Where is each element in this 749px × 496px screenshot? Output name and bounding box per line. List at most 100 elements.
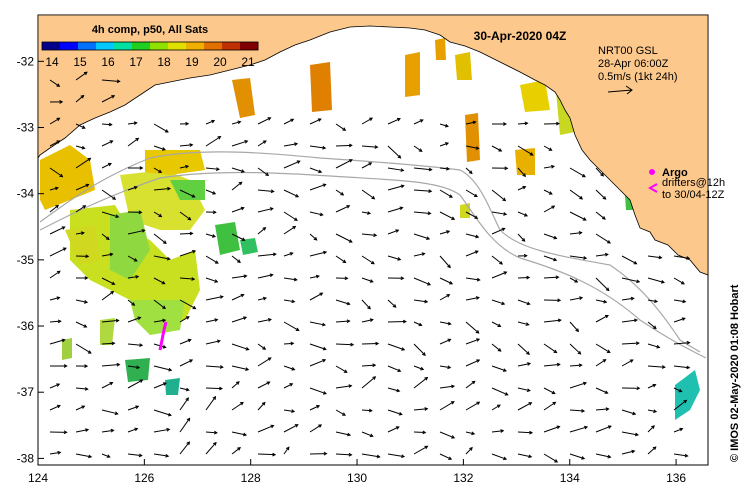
current-vector-head [605,407,610,411]
current-vector-head [185,387,190,392]
current-vector [543,145,552,151]
current-vector [75,232,84,235]
contour-2000m [39,171,707,359]
current-vector-head [496,404,501,408]
current-vector-head [578,363,583,368]
current-vector [231,381,240,389]
current-vector-head [215,167,220,171]
x-tick-label: 128 [241,471,261,485]
current-vector [465,431,475,435]
current-vector-head [448,456,453,460]
current-vector-head [348,159,353,163]
current-vector-head [678,388,683,393]
current-vector-head [448,194,453,198]
current-vector-head [241,237,246,241]
current-vector-head [651,425,655,429]
current-vector [257,381,270,389]
drifter-marker-icon [647,183,658,193]
current-vector-head [272,252,277,257]
current-vector [361,319,373,323]
current-vector-head [240,206,245,211]
current-vector-head [527,362,532,366]
current-vector-head [135,405,140,409]
current-vector [335,385,352,389]
current-vector-head [557,318,562,323]
current-vector-head [636,279,641,284]
current-vector [569,189,583,200]
argo-legend: Argo drifters@12h to 30/04-12Z [647,167,725,201]
current-vector-head [319,212,324,217]
current-vector-head [686,365,691,370]
current-vector-head [581,408,586,413]
current-vector-head [686,340,691,345]
current-vector [569,232,582,235]
current-vector-head [372,363,377,368]
sst-patch-orange-4 [465,113,480,162]
current-vector-head [582,217,587,221]
current-vector [75,205,86,213]
current-vector [179,277,195,280]
current-vector-head [424,299,429,304]
current-vector-head [237,447,241,451]
current-vector-head [373,233,378,238]
current-vector-head [418,148,423,152]
current-vector-head [81,405,86,409]
current-vector [257,117,271,125]
current-vector [205,396,216,411]
colorbar-segment [96,42,115,50]
current-vector-head [526,388,531,392]
current-vector-head [498,148,503,152]
current-vector [647,255,662,259]
current-vector [465,447,473,455]
current-vector [283,383,293,389]
current-vector [231,402,244,411]
current-vector [569,409,585,412]
current-vector-head [524,121,529,126]
current-vector-head [81,145,86,150]
current-vector-head [185,397,189,402]
current-vector-head [212,395,217,400]
current-vector-head [133,185,138,190]
current-vector-head [372,376,377,380]
current-vector-head [348,239,353,243]
current-vector [127,453,142,457]
current-vector [595,189,606,200]
current-vector-head [293,277,298,282]
current-vector [465,277,480,281]
current-vector-head [475,329,480,334]
current-vector [517,233,526,242]
current-vector [153,211,162,218]
current-vector-head [476,359,481,363]
current-vector [309,145,326,149]
current-vector [335,365,348,373]
current-vector-head [400,168,405,172]
current-vector-head [583,256,588,260]
y-tick-label: -35 [17,253,35,267]
current-vector [101,364,120,367]
current-vector [387,207,403,213]
current-vector-head [108,122,113,127]
current-vector-head [136,365,141,370]
current-vector-head [317,118,322,122]
current-vector [309,167,322,173]
current-vector-head [397,368,402,373]
current-vector-head [272,452,277,457]
current-vector [127,379,143,389]
current-vector-head [503,271,508,275]
current-vector [153,319,166,323]
current-vector [179,232,193,235]
current-vector-head [550,164,555,169]
current-vector [127,122,137,125]
current-vector [543,165,555,169]
current-vector-head [322,145,327,150]
sst-patch-green-3 [215,222,240,255]
current-vector [439,338,451,345]
y-tick-label: -38 [17,451,35,465]
current-vector-head [245,347,250,351]
current-vector-head [116,362,121,367]
sst-patch-green-4 [240,238,258,255]
current-vector-head [59,173,64,178]
current-vector [231,255,241,263]
current-vector-head [636,386,641,391]
current-vector-head [528,402,533,406]
